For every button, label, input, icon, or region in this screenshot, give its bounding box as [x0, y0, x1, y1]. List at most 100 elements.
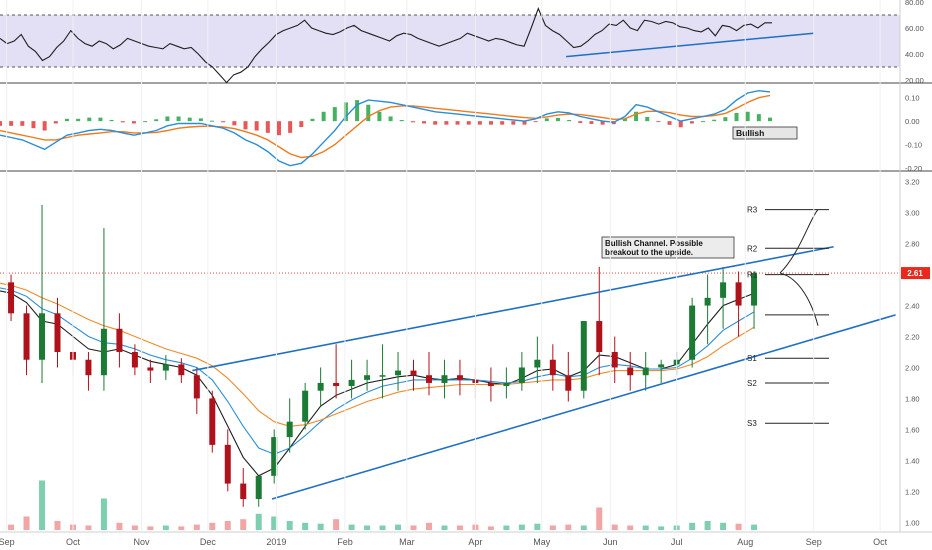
- candle-body: [518, 367, 525, 383]
- volume-bar: [611, 524, 618, 530]
- macd-histogram-bar: [377, 111, 382, 122]
- candle-body: [131, 352, 138, 368]
- candle-body: [193, 375, 200, 399]
- candle-body: [720, 282, 727, 298]
- macd-histogram-bar: [42, 121, 47, 131]
- volume-bar: [317, 523, 324, 530]
- candle-body: [240, 483, 247, 500]
- volume-bar: [487, 526, 494, 530]
- candle-body: [255, 475, 262, 500]
- candle-body: [689, 305, 696, 360]
- macd-histogram-bar: [0, 121, 2, 126]
- price-tick-label: 1.00: [905, 518, 920, 527]
- candle-body: [23, 313, 30, 360]
- volume-bar: [240, 519, 247, 530]
- candle-body: [317, 382, 324, 391]
- month-tick-label: Mar: [399, 537, 415, 547]
- macd-histogram-bar: [388, 116, 393, 122]
- month-tick-label: Feb: [337, 537, 353, 547]
- candle-body: [410, 370, 417, 376]
- volume-bar: [720, 522, 727, 530]
- month-tick-label: Apr: [468, 537, 482, 547]
- volume-bar: [596, 507, 603, 530]
- macd-histogram-bar: [198, 118, 203, 122]
- candle-body: [147, 367, 154, 371]
- candle-body: [224, 444, 231, 484]
- macd-histogram-bar: [477, 121, 482, 125]
- month-tick-label: Nov: [134, 537, 151, 547]
- macd-histogram-bar: [712, 119, 717, 122]
- volume-bar: [54, 521, 61, 530]
- volume-bar: [751, 524, 758, 530]
- macd-histogram-bar: [622, 118, 627, 122]
- volume-bar: [518, 524, 525, 530]
- month-tick-label: Jul: [671, 537, 683, 547]
- channel-upper-line: [192, 245, 834, 372]
- macd-histogram-bar: [444, 121, 449, 125]
- pivot-level-label: S1: [747, 354, 757, 363]
- volume-bar: [333, 519, 340, 530]
- candle-body: [395, 370, 402, 376]
- volume-bar: [85, 525, 92, 530]
- price-tick-label: 3.00: [905, 209, 920, 218]
- macd-histogram-bar: [265, 121, 270, 133]
- volume-bar: [116, 522, 123, 530]
- macd-histogram-bar: [489, 121, 494, 125]
- candle-body: [271, 437, 278, 476]
- volume-bar: [534, 523, 541, 530]
- candle-body: [627, 367, 634, 376]
- volume-bar: [395, 524, 402, 530]
- callout-box: [601, 236, 735, 259]
- macd-tick-label: -0.20: [905, 164, 922, 173]
- volume-bar: [302, 522, 309, 530]
- macd-histogram-bar: [589, 121, 594, 124]
- macd-histogram-bar: [578, 121, 583, 124]
- macd-histogram-bar: [500, 121, 505, 125]
- callout-text: Bullish Channel. Possible: [605, 239, 703, 248]
- rsi-band: [0, 15, 900, 67]
- candle-body: [642, 367, 649, 376]
- pivot-level-label: S3: [747, 419, 757, 428]
- price-tick-label: 2.80: [905, 240, 920, 249]
- candle-body: [178, 364, 185, 376]
- price-tick-label: 2.00: [905, 363, 920, 372]
- price-tick-label: 1.20: [905, 487, 920, 496]
- macd-histogram-bar: [221, 121, 226, 123]
- volume-bar: [565, 524, 572, 530]
- candle-body: [39, 313, 46, 360]
- macd-histogram-bar: [98, 117, 103, 122]
- rsi-tick-label: 60.00: [905, 24, 924, 33]
- macd-histogram-bar: [210, 120, 215, 122]
- candle-body: [54, 313, 61, 352]
- pivot-level-label: R3: [747, 206, 758, 215]
- candle-body: [487, 382, 494, 387]
- volume-bar: [689, 522, 696, 530]
- macd-histogram-bar: [131, 121, 136, 124]
- volume-bar: [286, 521, 293, 530]
- macd-histogram-bar: [567, 119, 572, 122]
- macd-histogram-bar: [399, 119, 404, 122]
- macd-histogram-bar: [109, 119, 114, 122]
- last-price-tag: [901, 267, 930, 280]
- candle-body: [425, 375, 432, 383]
- volume-bar: [441, 525, 448, 530]
- month-tick-label: 2019: [266, 537, 286, 547]
- candle-body: [286, 421, 293, 438]
- macd-histogram-bar: [355, 100, 360, 122]
- macd-histogram-bar: [410, 121, 415, 123]
- volume-bar: [425, 522, 432, 530]
- pivot-level-label: S2: [747, 379, 757, 388]
- macd-histogram-bar: [154, 119, 159, 122]
- macd-histogram-bar: [64, 118, 69, 122]
- macd-histogram-bar: [422, 121, 427, 124]
- rsi-trendline: [566, 32, 814, 58]
- volume-bar: [379, 525, 386, 530]
- month-tick-label: Jun: [603, 537, 618, 547]
- macd-tick-label: 0.10: [905, 94, 920, 103]
- month-tick-label: May: [533, 537, 551, 547]
- macd-histogram-bar: [288, 121, 293, 133]
- macd-histogram-bar: [53, 121, 58, 124]
- volume-bar: [456, 525, 463, 530]
